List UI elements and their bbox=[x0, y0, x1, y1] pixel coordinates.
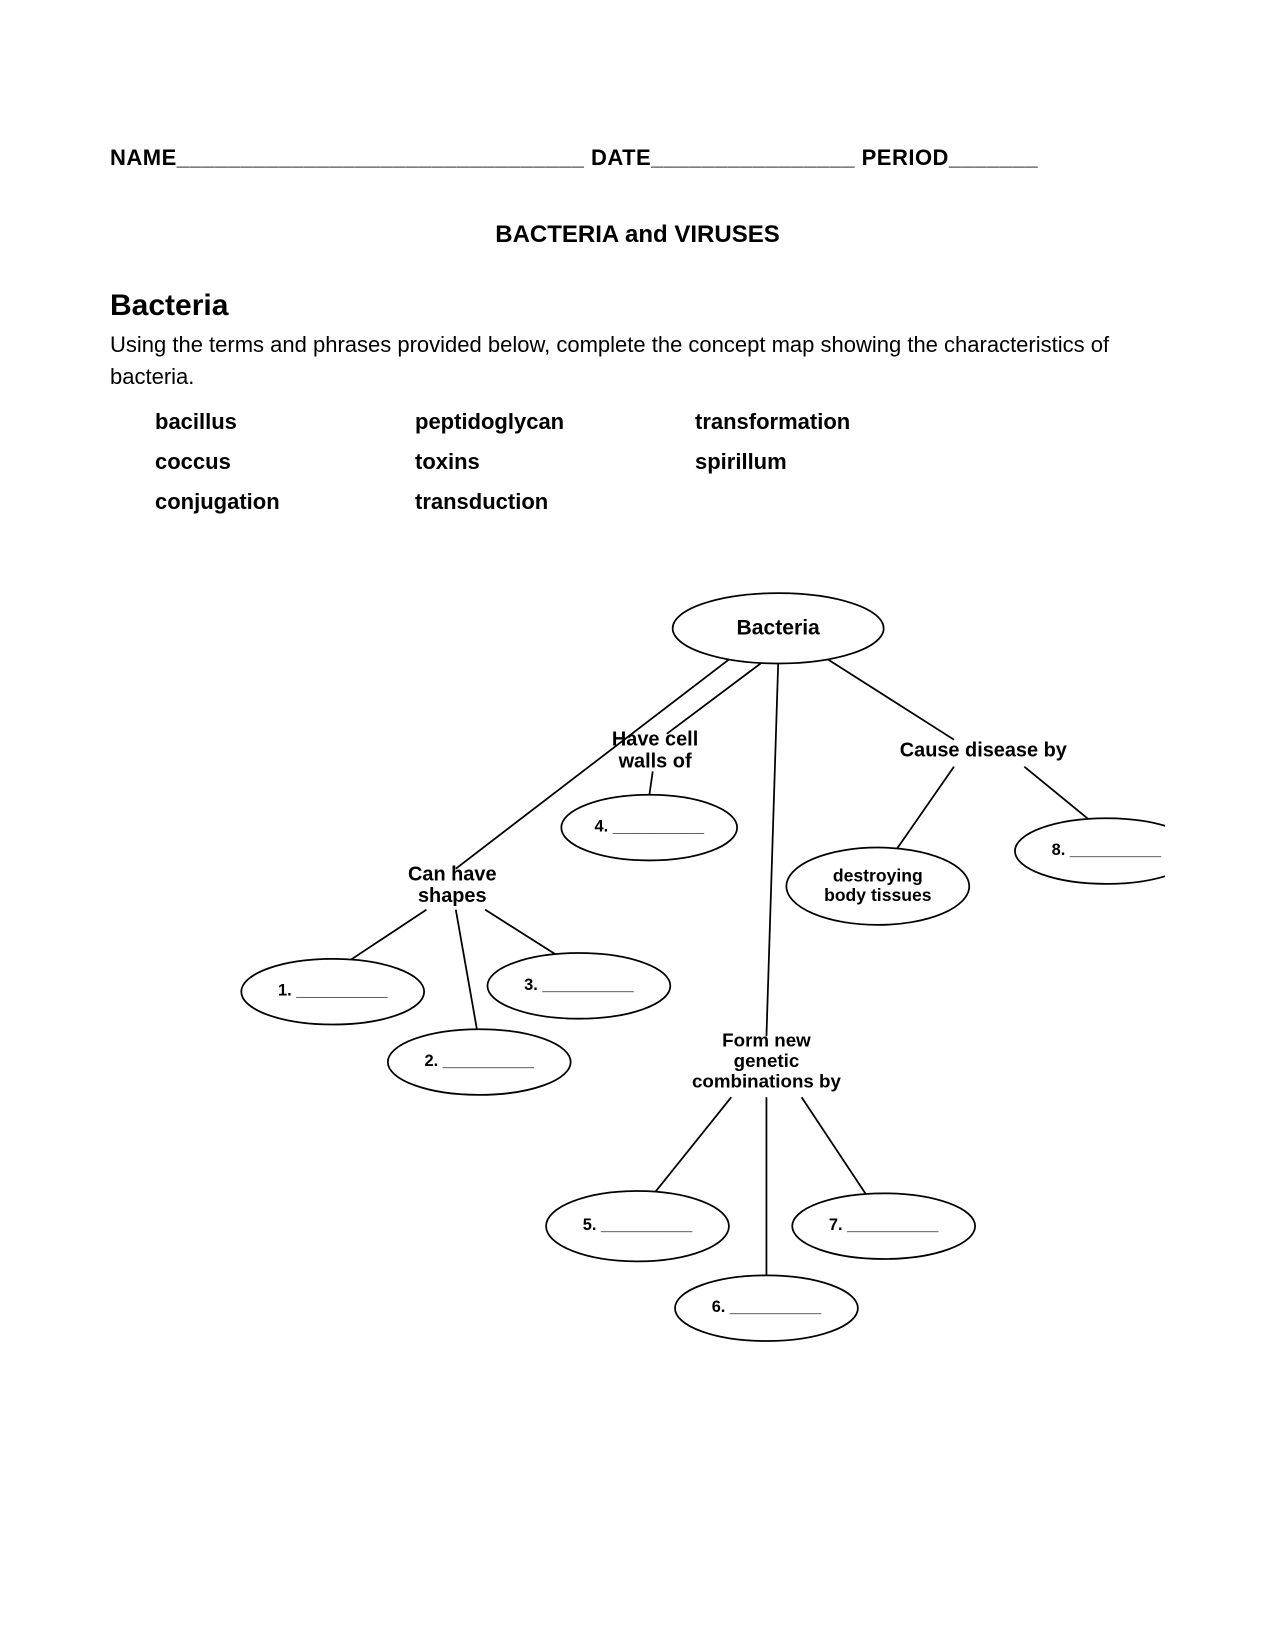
svg-text:2. __________: 2. __________ bbox=[425, 1052, 535, 1070]
word-bank-item: spirillum bbox=[695, 449, 945, 475]
period-line: _______ bbox=[949, 145, 1038, 170]
word-bank-item: toxins bbox=[415, 449, 685, 475]
svg-text:4. __________: 4. __________ bbox=[594, 818, 704, 836]
word-bank-item: conjugation bbox=[155, 489, 405, 515]
word-bank-item: peptidoglycan bbox=[415, 409, 685, 435]
date-line: ________________ bbox=[651, 145, 855, 170]
svg-text:Form newgeneticcombinations by: Form newgeneticcombinations by bbox=[692, 1029, 842, 1091]
svg-text:6. __________: 6. __________ bbox=[712, 1298, 822, 1316]
svg-text:5. __________: 5. __________ bbox=[583, 1216, 693, 1234]
period-label: PERIOD bbox=[862, 145, 949, 170]
name-label: NAME bbox=[110, 145, 177, 170]
svg-text:Bacteria: Bacteria bbox=[737, 616, 821, 639]
word-bank: bacillus peptidoglycan transformation co… bbox=[155, 409, 1165, 515]
section-heading: Bacteria bbox=[110, 289, 1165, 323]
instructions: Using the terms and phrases provided bel… bbox=[110, 329, 1165, 393]
svg-text:1. __________: 1. __________ bbox=[278, 982, 388, 1000]
svg-text:Cause disease by: Cause disease by bbox=[900, 739, 1067, 761]
header-fields: NAME________________________________ DAT… bbox=[110, 145, 1165, 171]
word-bank-item: transduction bbox=[415, 489, 685, 515]
page-title: BACTERIA and VIRUSES bbox=[110, 221, 1165, 249]
word-bank-item: coccus bbox=[155, 449, 405, 475]
word-bank-item: bacillus bbox=[155, 409, 405, 435]
svg-text:3. __________: 3. __________ bbox=[524, 976, 634, 994]
svg-text:7. __________: 7. __________ bbox=[829, 1216, 939, 1234]
word-bank-item: transformation bbox=[695, 409, 945, 435]
svg-text:Can haveshapes: Can haveshapes bbox=[408, 863, 497, 907]
date-label: DATE bbox=[591, 145, 651, 170]
svg-text:destroyingbody tissues: destroyingbody tissues bbox=[824, 865, 932, 904]
concept-map: Bacteria Have cellwalls of 4. __________ Ca… bbox=[110, 545, 1165, 1415]
svg-text:8. __________: 8. __________ bbox=[1052, 841, 1162, 859]
svg-text:Have cellwalls of: Have cellwalls of bbox=[612, 729, 698, 773]
name-line: ________________________________ bbox=[177, 145, 585, 170]
